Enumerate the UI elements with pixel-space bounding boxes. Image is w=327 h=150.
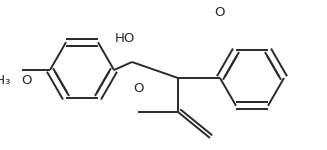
Text: O: O <box>133 81 144 94</box>
Text: CH₃: CH₃ <box>0 74 11 87</box>
Text: O: O <box>22 74 32 87</box>
Text: HO: HO <box>115 32 135 45</box>
Text: O: O <box>214 6 225 18</box>
